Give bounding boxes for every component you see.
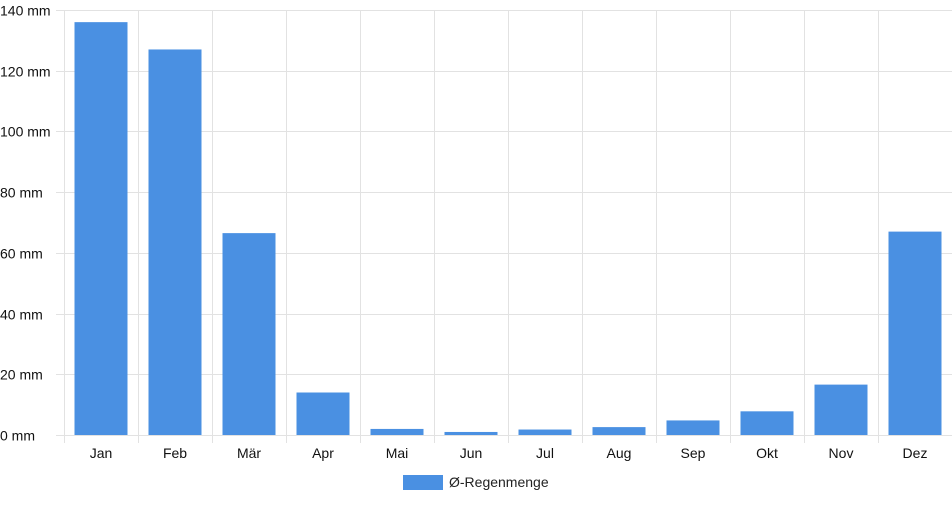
bar-sep [666, 420, 720, 435]
y-tick-label: 20 mm [0, 367, 43, 383]
legend[interactable]: Ø-Regenmenge [403, 474, 549, 490]
y-tick-label: 140 mm [0, 3, 51, 19]
y-tick-label: 40 mm [0, 307, 43, 323]
bar-okt [740, 411, 794, 435]
y-tick-label: 100 mm [0, 124, 51, 140]
y-tick-label: 60 mm [0, 246, 43, 262]
bar-feb [148, 49, 202, 435]
bar-dez [888, 231, 942, 435]
x-tick-label: Nov [829, 445, 854, 461]
bar-jan [74, 22, 128, 436]
bar-jun [444, 431, 498, 435]
legend-swatch [403, 475, 443, 490]
x-tick-label: Jun [460, 445, 483, 461]
bar-aug [592, 427, 646, 435]
bar-mai [370, 428, 424, 435]
y-axis: 0 mm 20 mm 40 mm 60 mm 80 mm 100 mm 120 mm 140 … [0, 3, 51, 444]
bar-mär [222, 233, 276, 435]
bar-jul [518, 429, 572, 435]
x-tick-label: Jul [536, 445, 554, 461]
x-tick-label: Dez [903, 445, 928, 461]
bar-apr [296, 392, 350, 435]
x-tick-label: Okt [756, 445, 778, 461]
bar-nov [814, 384, 868, 435]
grid-layer [56, 10, 952, 443]
x-tick-label: Sep [681, 445, 706, 461]
y-tick-label: 120 mm [0, 64, 51, 80]
x-axis: Jan Feb Mär Apr Mai Jun Jul Aug Sep Okt Nov Dez [90, 445, 928, 461]
x-tick-label: Mär [237, 445, 261, 461]
bars-layer [74, 22, 942, 436]
x-tick-label: Feb [163, 445, 187, 461]
legend-label: Ø-Regenmenge [449, 474, 549, 490]
y-tick-label: 80 mm [0, 185, 43, 201]
x-tick-label: Aug [607, 445, 632, 461]
y-tick-label: 0 mm [0, 428, 35, 444]
x-tick-label: Jan [90, 445, 113, 461]
x-tick-label: Apr [312, 445, 334, 461]
x-tick-label: Mai [386, 445, 409, 461]
